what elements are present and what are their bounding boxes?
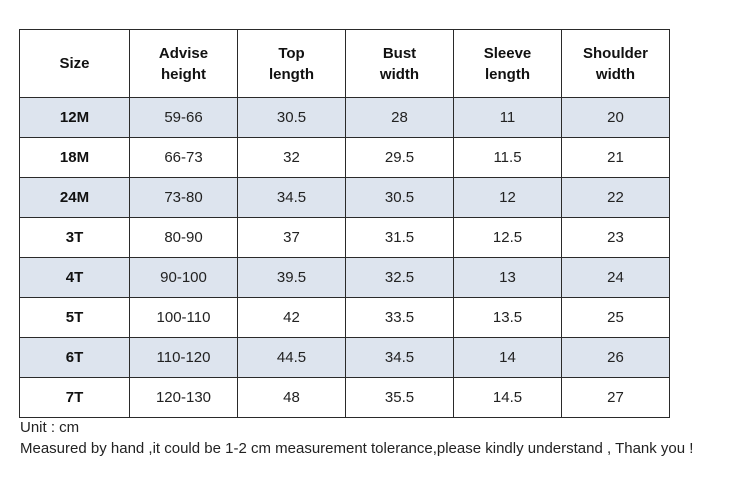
advise-height-cell: 90-100 [129,257,238,298]
table-row: 12M 59-66 30.5 28 11 20 [19,97,670,138]
table-row: 24M 73-80 34.5 30.5 12 22 [19,177,670,218]
header-shoulder-width-line-1: Shoulder [582,44,648,62]
table-row: 6T 110-120 44.5 34.5 14 26 [19,337,670,378]
bust-width-cell: 32.5 [345,257,454,298]
shoulder-width-cell: 22 [561,177,670,218]
shoulder-width-cell: 24 [561,257,670,298]
shoulder-width-cell: 21 [561,137,670,178]
table-row: 5T 100-110 42 33.5 13.5 25 [19,297,670,338]
header-size-line-1: Size [59,55,90,72]
header-bust-width-line-1: Bust [382,44,417,62]
top-length-cell: 44.5 [237,337,346,378]
sleeve-length-cell: 11.5 [453,137,562,178]
size-cell: 4T [19,257,130,298]
header-bust-width: Bust width [345,29,454,98]
tolerance-note: Measured by hand ,it could be 1-2 cm mea… [20,440,694,457]
header-sleeve-length-line-1: Sleeve [483,44,532,62]
top-length-cell: 34.5 [237,177,346,218]
top-length-cell: 48 [237,377,346,418]
advise-height-cell: 59-66 [129,97,238,138]
sleeve-length-cell: 14.5 [453,377,562,418]
table-row: 3T 80-90 37 31.5 12.5 23 [19,217,670,258]
sleeve-length-cell: 11 [453,97,562,138]
sleeve-length-cell: 12 [453,177,562,218]
bust-width-cell: 34.5 [345,337,454,378]
header-top-length-line-2: length [269,65,314,83]
bust-width-cell: 30.5 [345,177,454,218]
top-length-cell: 39.5 [237,257,346,298]
table-row: 7T 120-130 48 35.5 14.5 27 [19,377,670,418]
shoulder-width-cell: 27 [561,377,670,418]
header-shoulder-width: Shoulder width [561,29,670,98]
sleeve-length-cell: 13 [453,257,562,298]
advise-height-cell: 80-90 [129,217,238,258]
sleeve-length-cell: 14 [453,337,562,378]
header-top-length-line-1: Top [278,44,305,62]
bust-width-cell: 28 [345,97,454,138]
header-size: Size [19,29,130,98]
advise-height-cell: 110-120 [129,337,238,378]
table-row: 18M 66-73 32 29.5 11.5 21 [19,137,670,178]
header-advise-height-line-2: height [161,65,206,83]
header-advise-height-line-1: Advise [158,44,209,62]
advise-height-cell: 120-130 [129,377,238,418]
header-sleeve-length: Sleeve length [453,29,562,98]
header-shoulder-width-line-2: width [595,65,636,83]
top-length-cell: 37 [237,217,346,258]
top-length-cell: 32 [237,137,346,178]
shoulder-width-cell: 26 [561,337,670,378]
size-cell: 6T [19,337,130,378]
size-cell: 5T [19,297,130,338]
shoulder-width-cell: 25 [561,297,670,338]
bust-width-cell: 29.5 [345,137,454,178]
size-cell: 24M [19,177,130,218]
bust-width-cell: 31.5 [345,217,454,258]
sleeve-length-cell: 13.5 [453,297,562,338]
header-top-length: Top length [237,29,346,98]
header-advise-height: Advise height [129,29,238,98]
top-length-cell: 42 [237,297,346,338]
bust-width-cell: 35.5 [345,377,454,418]
size-cell: 7T [19,377,130,418]
size-chart-table: Size Advise height Top length Bust width… [19,29,670,418]
header-sleeve-length-line-2: length [485,65,530,83]
header-row: Size Advise height Top length Bust width… [19,29,670,98]
header-bust-width-line-2: width [379,65,420,83]
size-cell: 3T [19,217,130,258]
advise-height-cell: 100-110 [129,297,238,338]
shoulder-width-cell: 23 [561,217,670,258]
bust-width-cell: 33.5 [345,297,454,338]
size-cell: 12M [19,97,130,138]
advise-height-cell: 66-73 [129,137,238,178]
shoulder-width-cell: 20 [561,97,670,138]
table-row: 4T 90-100 39.5 32.5 13 24 [19,257,670,298]
advise-height-cell: 73-80 [129,177,238,218]
unit-note: Unit : cm [20,419,80,436]
top-length-cell: 30.5 [237,97,346,138]
sleeve-length-cell: 12.5 [453,217,562,258]
size-cell: 18M [19,137,130,178]
